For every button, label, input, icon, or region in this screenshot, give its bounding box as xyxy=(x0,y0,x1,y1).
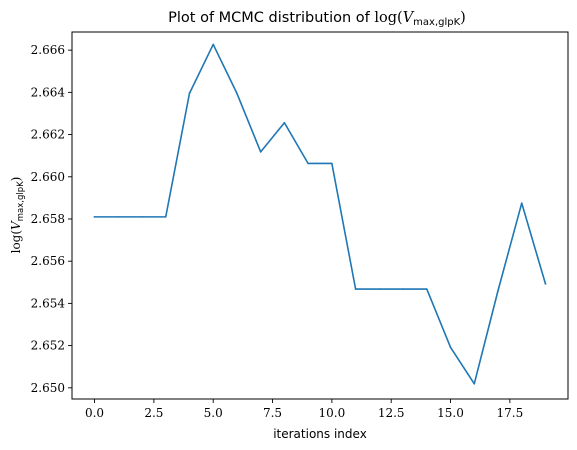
x-axis-ticks: 0.0 2.5 5.0 7.5 10.0 12.5 15.0 17.5 xyxy=(85,399,523,420)
data-point xyxy=(331,162,333,165)
data-point xyxy=(544,282,547,285)
y-tick-label: 2.662 xyxy=(31,128,65,142)
title-math-sub: max,glpK xyxy=(413,17,460,28)
title-prefix: Plot of MCMC distribution of xyxy=(168,10,374,26)
title-math-func: log( xyxy=(374,10,402,26)
x-tick-label: 2.5 xyxy=(144,406,163,420)
data-point xyxy=(354,288,357,290)
plot-frame xyxy=(71,31,569,400)
series-line xyxy=(93,43,547,385)
y-tick-label: 2.658 xyxy=(31,212,65,226)
data-point xyxy=(188,92,191,95)
x-axis-label: iterations index xyxy=(273,427,367,441)
ylabel-math-sub: max,glpK xyxy=(16,181,26,221)
data-point xyxy=(212,43,215,46)
data-point xyxy=(473,383,476,385)
y-tick-label: 2.660 xyxy=(31,170,65,184)
x-tick-label: 5.0 xyxy=(204,406,223,420)
data-point xyxy=(425,288,428,290)
data-point xyxy=(449,346,452,349)
data-point xyxy=(236,92,238,95)
y-tick-label: 2.664 xyxy=(31,85,66,99)
data-point xyxy=(520,202,523,204)
y-tick-label: 2.652 xyxy=(31,339,65,353)
data-point xyxy=(497,289,499,292)
data-point xyxy=(259,151,262,153)
y-tick-label: 2.666 xyxy=(31,43,65,57)
chart-title: Plot of MCMC distribution of log(Vmax,gl… xyxy=(168,10,466,28)
y-axis-label: log(Vmax,glpK) xyxy=(9,177,26,254)
data-point xyxy=(283,121,286,124)
x-tick-label: 15.0 xyxy=(437,406,464,420)
data-point xyxy=(378,288,381,290)
data-point xyxy=(117,216,120,218)
plot-area xyxy=(93,43,547,385)
x-tick-label: 17.5 xyxy=(496,406,523,420)
title-math-var: V xyxy=(403,10,415,26)
ylabel-math-var: V xyxy=(9,220,23,230)
data-point xyxy=(141,216,143,218)
ylabel-math-func: log( xyxy=(9,230,23,253)
x-tick-label: 0.0 xyxy=(85,406,104,420)
title-math-close: ) xyxy=(460,10,466,26)
y-axis-ticks: 2.650 2.652 2.654 2.656 2.658 2.660 2.662 2.664… xyxy=(31,43,72,395)
data-point xyxy=(93,216,96,218)
data-point xyxy=(164,216,167,218)
x-tick-label: 12.5 xyxy=(378,406,405,420)
y-tick-label: 2.650 xyxy=(31,381,65,395)
data-point xyxy=(307,162,309,165)
y-tick-label: 2.656 xyxy=(31,254,65,268)
data-point xyxy=(402,288,404,290)
y-tick-label: 2.654 xyxy=(31,296,66,310)
x-tick-label: 10.0 xyxy=(319,406,346,420)
x-tick-label: 7.5 xyxy=(263,406,282,420)
ylabel-math-close: ) xyxy=(9,177,23,182)
